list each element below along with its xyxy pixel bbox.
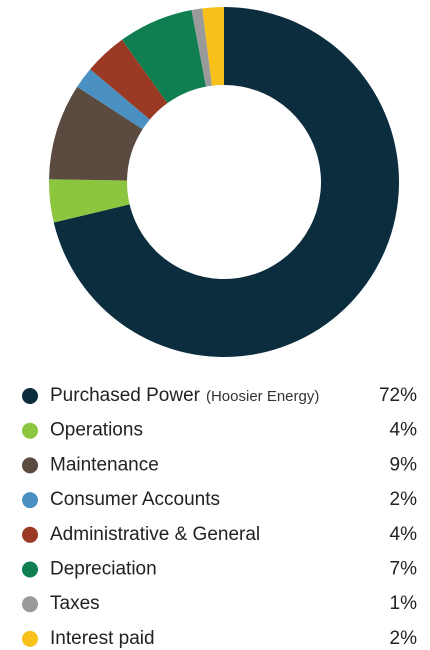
legend-label: Administrative & General [50,524,260,545]
value-label: 2% [390,628,418,649]
value-label: 7% [390,559,418,580]
donut-slice [53,7,400,357]
donut-slice [191,8,212,87]
legend-label: Interest paid [50,628,155,649]
value-label: 72% [379,385,417,406]
donut-slice [122,10,207,104]
legend-swatch [22,422,38,439]
value-label: 9% [390,454,418,475]
legend-swatch [22,492,38,509]
value-label: 4% [390,524,418,545]
legend-swatch [22,630,38,647]
donut-slice [90,39,168,120]
legend-label: Depreciation [50,559,157,580]
donut-slice [49,86,143,181]
legend-label: Purchased Power [50,385,201,406]
donut-slice [202,7,224,86]
donut-slice [49,179,130,223]
legend-swatch [22,596,38,613]
legend-swatch [22,561,38,578]
legend-note: (Hoosier Energy) [206,388,319,405]
legend-label: Operations [50,420,143,441]
legend-label: Maintenance [50,454,159,475]
legend-swatch [22,457,38,474]
legend-swatch [22,388,38,404]
value-label: 1% [390,593,418,614]
legend-swatch [22,526,38,543]
value-label: 4% [390,420,418,441]
donut-slice [77,69,150,130]
legend-label: Taxes [50,593,100,614]
value-label: 2% [390,489,418,510]
legend-label: Consumer Accounts [50,489,220,510]
